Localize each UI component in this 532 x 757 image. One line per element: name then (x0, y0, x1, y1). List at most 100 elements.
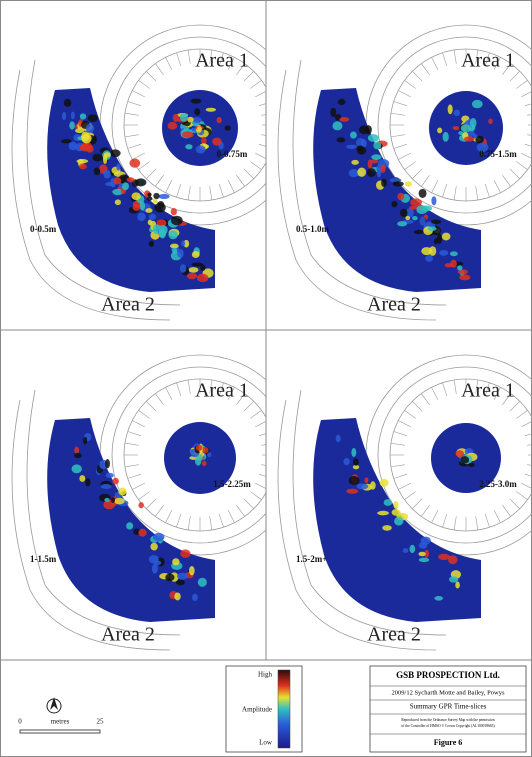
project: 2009/12 Sycharth Motte and Bailey, Powys (392, 689, 505, 696)
anomaly (439, 250, 448, 256)
hachure (421, 64, 429, 75)
anomaly (79, 475, 85, 482)
anomaly (428, 227, 437, 232)
anomaly (431, 196, 436, 205)
anomaly (131, 192, 141, 200)
anomaly (394, 517, 403, 526)
area-label: Area 1 (195, 380, 249, 402)
hachure (155, 394, 163, 405)
hachure (244, 401, 254, 411)
hachure (494, 510, 500, 522)
anomaly (437, 127, 442, 133)
anomaly (177, 573, 188, 580)
anomaly (397, 221, 407, 226)
depth-label: 1.5-2m+ (296, 554, 327, 564)
anomaly (118, 488, 126, 496)
hachure (250, 80, 261, 88)
anomaly (370, 481, 376, 489)
hachure (132, 153, 144, 159)
hachure (125, 465, 139, 467)
anomaly (197, 126, 202, 131)
anomaly (337, 137, 346, 142)
anomaly (189, 566, 195, 575)
anomaly (171, 208, 177, 215)
anomaly (191, 98, 202, 103)
anomaly (137, 212, 145, 221)
anomaly (459, 274, 470, 280)
anomaly (414, 230, 424, 234)
anomaly (92, 154, 102, 162)
anomaly (350, 132, 357, 139)
hachure (521, 483, 532, 489)
hachure (132, 90, 144, 96)
anomaly (140, 201, 145, 210)
anomaly (177, 249, 183, 258)
anomaly (153, 199, 158, 204)
anomaly (461, 124, 471, 132)
area-label: Area 2 (101, 294, 155, 316)
hachure (155, 64, 163, 75)
anomaly (138, 502, 143, 508)
anomaly (212, 138, 221, 146)
anomaly (405, 181, 412, 186)
anomaly (419, 558, 429, 562)
anomaly (174, 593, 180, 601)
anomaly (425, 255, 433, 262)
hachure (210, 516, 212, 530)
area-label: Area 2 (101, 624, 155, 646)
hachure (476, 186, 478, 200)
anomaly (113, 177, 121, 184)
hachure (502, 175, 510, 186)
hachure (125, 135, 139, 137)
hachure (454, 516, 456, 530)
hachure (188, 186, 190, 200)
anomaly (438, 554, 450, 560)
anomaly (170, 244, 179, 249)
hachure (443, 383, 447, 396)
hachure (412, 169, 422, 179)
anomaly (122, 182, 129, 190)
anomaly (434, 596, 443, 601)
company: GSB PROSPECTION Ltd. (396, 670, 500, 680)
hachure (431, 180, 437, 192)
anomaly (437, 234, 442, 244)
anomaly (377, 511, 389, 516)
anomaly (129, 159, 140, 168)
anomaly (114, 498, 124, 505)
scale-end: 25 (97, 718, 105, 726)
anomaly (148, 220, 152, 226)
anomaly (330, 108, 336, 117)
hachure (516, 161, 527, 169)
hachure (261, 443, 275, 445)
hachure (525, 102, 532, 106)
anomaly (346, 489, 358, 494)
hachure (394, 144, 407, 148)
anomaly (112, 478, 119, 485)
hachure (165, 387, 171, 399)
hachure (236, 175, 244, 186)
hachure (391, 135, 405, 137)
hachure (177, 53, 181, 66)
map (12, 25, 300, 320)
anomaly (393, 181, 404, 186)
anomaly (103, 170, 110, 179)
hachure (454, 50, 456, 64)
hachure (391, 113, 405, 115)
anomaly (83, 437, 87, 445)
anomaly (470, 118, 477, 128)
anomaly (111, 497, 115, 503)
hachure (454, 380, 456, 394)
depth-label: 0.5-1.0m (296, 224, 329, 234)
hachure (412, 499, 422, 509)
anomaly (152, 564, 158, 574)
anomaly (132, 204, 140, 211)
hachure (394, 432, 407, 436)
anomaly (196, 445, 203, 451)
anomaly (464, 136, 475, 141)
hachure (443, 53, 447, 66)
hachure (521, 420, 532, 426)
hachure (398, 483, 410, 489)
anomaly (338, 99, 346, 105)
anomaly (357, 146, 366, 154)
